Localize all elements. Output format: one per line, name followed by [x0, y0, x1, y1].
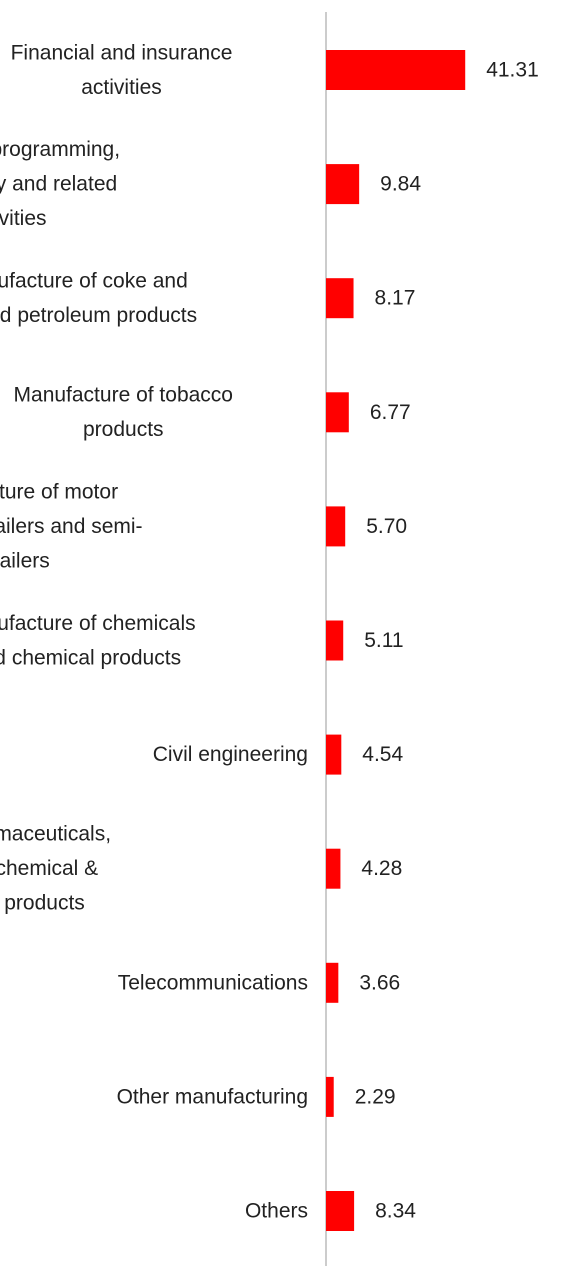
category-label: Financial and insurance activities	[11, 41, 233, 99]
bar	[326, 392, 349, 433]
category-label-line: vehicles, trailers and semi-	[0, 515, 143, 538]
category-label-line: consultancy and related	[0, 173, 117, 196]
category-label-line: Manufacture of motor	[0, 480, 118, 503]
bar	[326, 620, 344, 661]
category-label: Telecommunications	[118, 971, 308, 994]
category-label-line: Others	[245, 1200, 308, 1223]
category-label-line: Manufacture of tobacco	[14, 384, 233, 407]
value-label: 4.28	[361, 857, 402, 880]
category-label-line: Civil engineering	[153, 743, 308, 766]
category-label-line: activities	[81, 76, 162, 99]
value-labels-group: 41.31 9.84 8.17 6.77 5.70 5.11 4.54 4.28 3.66 2.2…	[355, 59, 539, 1223]
bars-group	[326, 50, 466, 1231]
bar	[326, 278, 354, 319]
bar	[326, 848, 341, 889]
category-label-line: Telecommunications	[118, 971, 308, 994]
bar	[326, 164, 360, 205]
bar	[326, 962, 339, 1003]
category-label: Other manufacturing	[117, 1085, 308, 1108]
category-label: Manufacture of motor vehicles, trailers a…	[0, 480, 143, 572]
category-label-line: and chemical products	[0, 646, 181, 669]
bar	[326, 1076, 334, 1117]
category-label: Civil engineering	[153, 743, 308, 766]
bar	[326, 734, 342, 775]
value-label: 6.77	[370, 401, 411, 424]
category-label-line: products	[83, 418, 164, 441]
value-label: 9.84	[380, 173, 421, 196]
category-label: Others	[245, 1200, 308, 1223]
category-label-line: Mfg of pharmaceuticals,	[0, 823, 111, 846]
category-label-line: trailers	[0, 549, 50, 572]
value-label: 8.34	[375, 1200, 416, 1223]
category-labels-group: Financial and insuranceactivitiesCompute…	[0, 41, 308, 1222]
category-label-line: medicinal chemical &	[0, 857, 98, 880]
category-label: Computer programming, consultancy and rel…	[0, 138, 120, 230]
category-label-line: Financial and insurance	[11, 41, 233, 64]
value-label: 8.17	[375, 287, 416, 310]
value-label: 5.11	[364, 629, 403, 652]
category-label: Manufacture of chemicals and chemical pro…	[0, 612, 196, 670]
value-label: 5.70	[366, 515, 407, 538]
bar	[326, 1191, 355, 1231]
bar	[326, 50, 466, 90]
category-label-line: Manufacture of chemicals	[0, 612, 196, 635]
value-label: 3.66	[359, 971, 400, 994]
category-label: Manufacture of tobacco products	[14, 384, 233, 442]
value-label: 2.29	[355, 1085, 396, 1108]
category-label-line: refined petroleum products	[0, 304, 197, 327]
category-label-line: Other manufacturing	[117, 1085, 308, 1108]
category-label: Manufacture of coke and refined petroleum…	[0, 269, 197, 327]
category-label-line: Computer programming,	[0, 138, 120, 161]
category-label-line: activities	[0, 207, 47, 230]
bar	[326, 506, 346, 547]
category-label-line: Manufacture of coke and	[0, 269, 188, 292]
value-label: 4.54	[362, 743, 403, 766]
category-label-line: botanical products	[0, 892, 85, 915]
category-label: Mfg of pharmaceuticals, medicinal chemica…	[0, 823, 111, 915]
value-label: 41.31	[486, 59, 539, 82]
